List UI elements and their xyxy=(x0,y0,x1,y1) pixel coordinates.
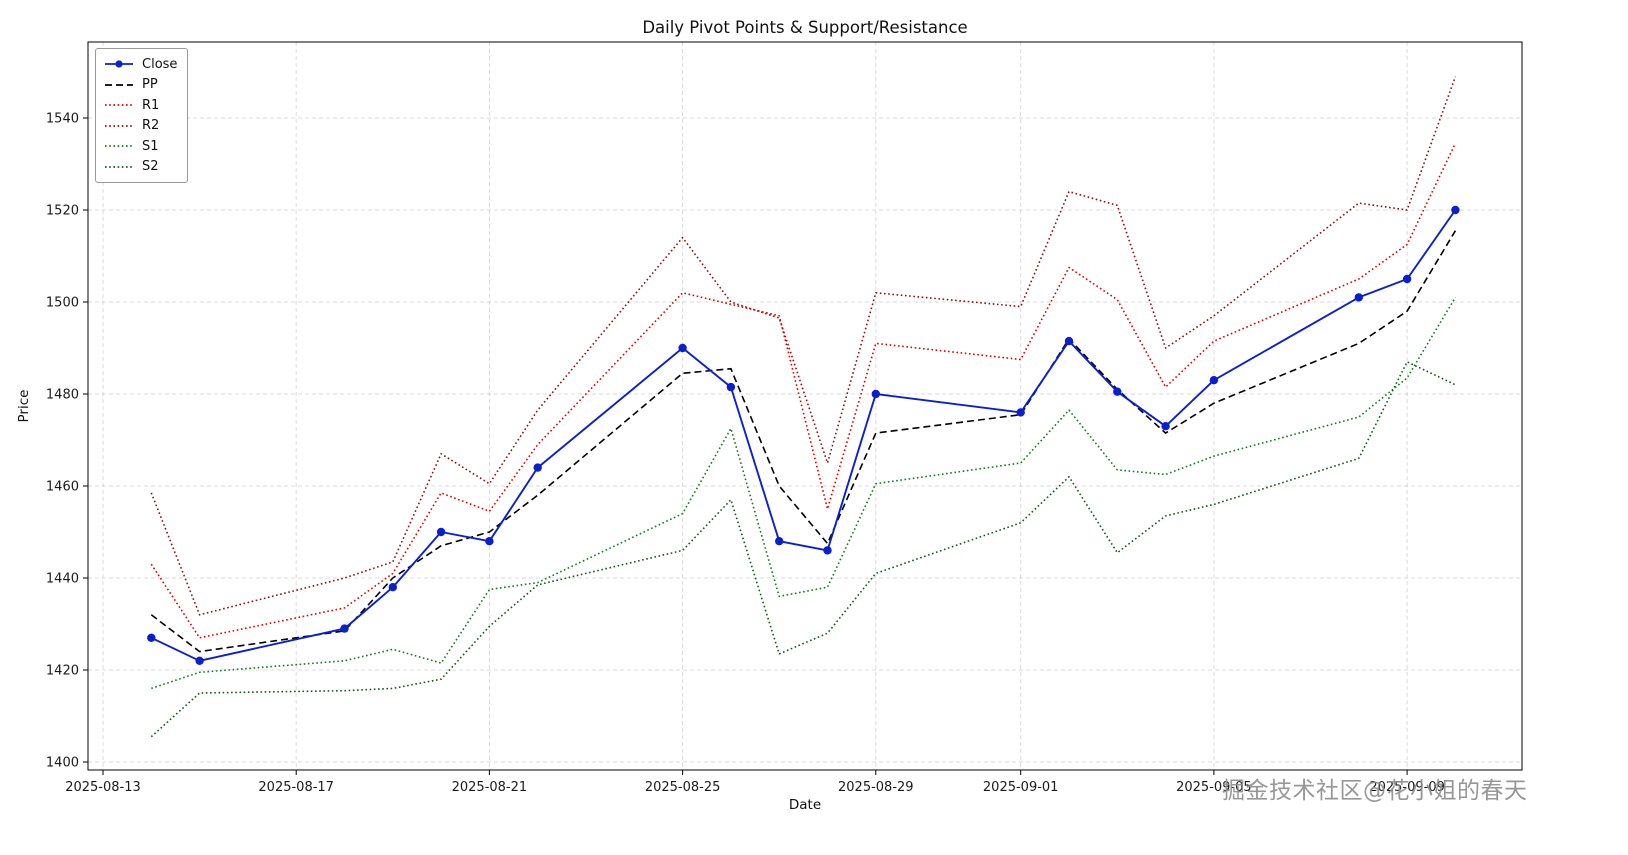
y-tick-label: 1400 xyxy=(46,756,79,771)
series-line-close xyxy=(150,209,1457,662)
legend-item-s2: S2 xyxy=(104,157,177,178)
data-point-marker xyxy=(726,382,736,392)
data-point-marker xyxy=(1113,387,1122,396)
y-tick-label: 1520 xyxy=(46,204,79,219)
data-point-marker xyxy=(195,656,204,665)
legend-line-sample xyxy=(105,60,133,68)
data-point-marker xyxy=(1016,408,1025,417)
data-point-marker xyxy=(1354,293,1364,302)
legend-label: R2 xyxy=(142,118,160,134)
legend-line-sample xyxy=(105,124,133,127)
y-tick-label: 1500 xyxy=(46,296,79,311)
data-point-marker xyxy=(533,463,542,472)
legend-label: S1 xyxy=(142,138,159,154)
legend-line-sample xyxy=(105,104,133,107)
data-point-marker xyxy=(775,537,784,546)
legend-label: R1 xyxy=(142,97,160,113)
series-line-r2 xyxy=(150,76,1457,616)
y-tick-label: 1420 xyxy=(46,664,79,679)
legend-item-r1: R1 xyxy=(104,95,177,116)
legend-item-r2: R2 xyxy=(104,116,177,137)
y-tick-label: 1440 xyxy=(46,572,79,587)
x-axis-label: Date xyxy=(788,797,822,813)
legend: Close PP R1 R2 S1 S2 xyxy=(95,48,189,183)
legend-item-pp: PP xyxy=(104,75,177,96)
legend-label: Close xyxy=(142,56,178,72)
x-tick-label: 2025-08-25 xyxy=(645,780,721,795)
x-tick-label: 2025-08-13 xyxy=(65,780,141,795)
x-tick-label: 2025-09-05 xyxy=(1176,780,1252,795)
x-tick-label: 2025-09-01 xyxy=(983,780,1059,795)
data-point-marker xyxy=(1451,205,1460,215)
data-point-marker xyxy=(871,389,880,399)
y-tick-label: 1480 xyxy=(46,388,79,403)
data-point-marker xyxy=(340,624,349,633)
data-point-marker xyxy=(1209,376,1219,385)
series-line-s2 xyxy=(150,360,1456,738)
watermark: 掘金技术社区@花小姐的春天 xyxy=(1222,778,1528,804)
data-point-marker xyxy=(436,527,446,537)
legend-line-sample xyxy=(105,165,133,168)
legend-line-sample xyxy=(105,145,133,148)
data-point-marker xyxy=(485,537,494,546)
y-axis-label: Price xyxy=(16,389,32,423)
data-point-marker xyxy=(388,583,397,592)
x-tick-label: 2025-08-29 xyxy=(838,780,914,795)
y-tick-label: 1460 xyxy=(46,480,79,495)
chart-title: Daily Pivot Points & Support/Resistance xyxy=(642,18,968,37)
legend-item-close: Close xyxy=(104,54,177,75)
data-point-marker xyxy=(823,546,832,555)
legend-label: S2 xyxy=(142,159,159,175)
series-line-r1 xyxy=(150,142,1457,639)
x-tick-label: 2025-08-17 xyxy=(258,780,334,795)
legend-line-sample xyxy=(105,83,133,86)
series-line-s1 xyxy=(151,296,1457,690)
x-tick-label: 2025-08-21 xyxy=(452,780,528,795)
legend-label: PP xyxy=(142,77,158,93)
data-point-marker xyxy=(1402,274,1412,284)
series-line-pp xyxy=(150,230,1457,653)
legend-item-s1: S1 xyxy=(104,136,177,157)
data-point-marker xyxy=(678,343,687,353)
data-point-marker xyxy=(1161,422,1170,431)
data-point-marker xyxy=(1064,336,1074,346)
y-tick-label: 1540 xyxy=(46,112,79,127)
data-point-marker xyxy=(147,633,156,642)
plot-frame xyxy=(87,41,1523,771)
x-tick-label: 2025-09-09 xyxy=(1369,780,1445,795)
